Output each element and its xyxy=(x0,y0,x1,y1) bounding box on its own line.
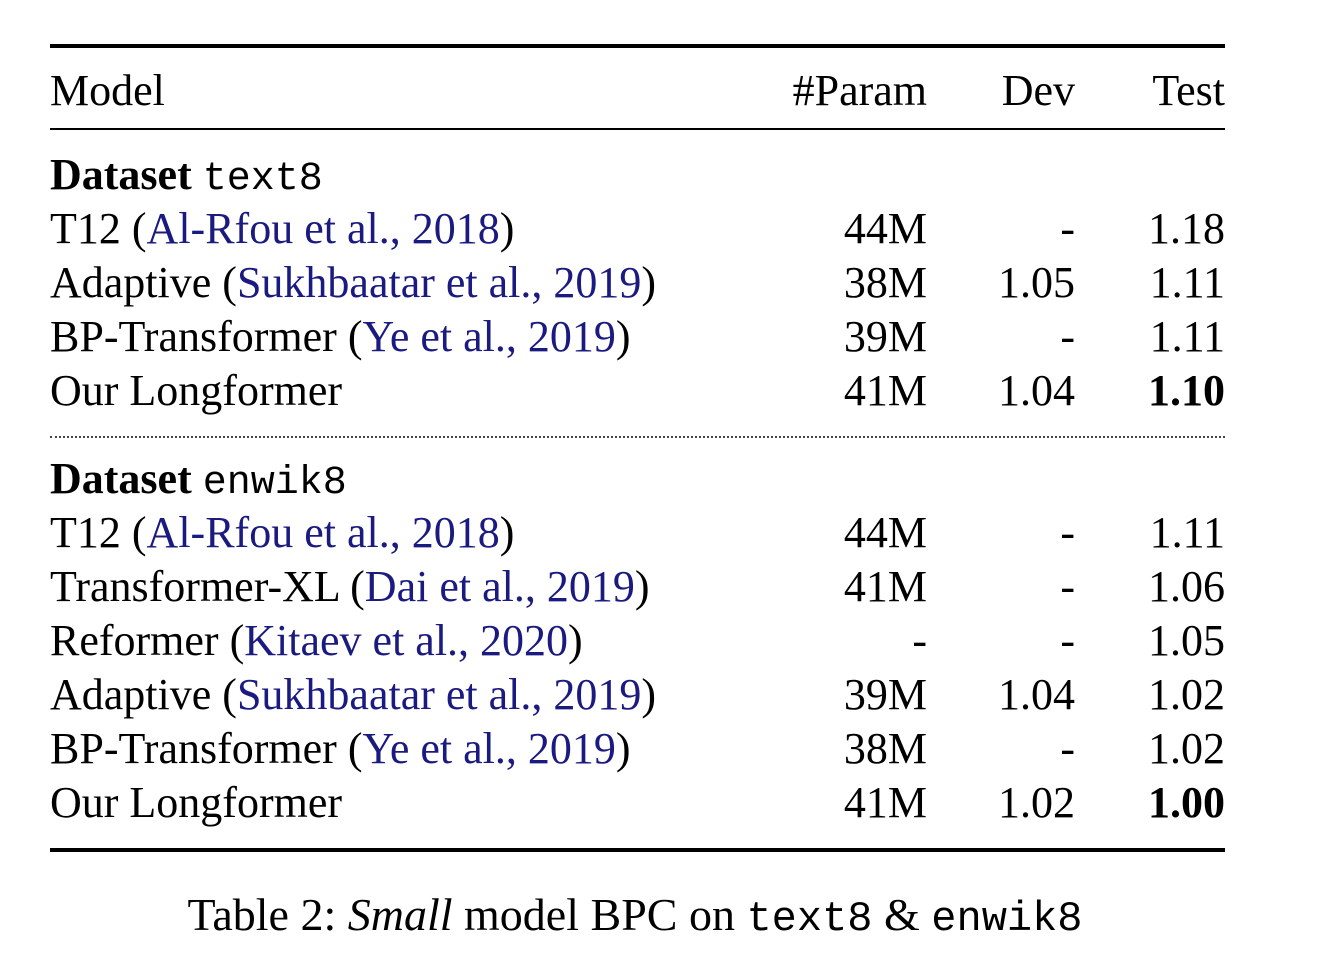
test-cell: 1.02 xyxy=(1148,670,1225,719)
top-rule xyxy=(50,44,1225,48)
caption-prefix: Table 2: xyxy=(187,889,348,940)
test-cell: 1.18 xyxy=(1148,204,1225,253)
test-cell: 1.02 xyxy=(1148,724,1225,773)
section-enwik8: Dataset enwik8 T12 (Al-Rfou et al., 2018… xyxy=(50,452,1225,848)
citation-link[interactable]: Kitaev et al., 2020 xyxy=(244,616,569,665)
caption-emphasis: Small xyxy=(347,889,453,940)
test-cell: 1.11 xyxy=(1149,258,1225,307)
param-cell: 38M xyxy=(843,258,927,307)
citation-link[interactable]: Al-Rfou et al., 2018 xyxy=(146,508,500,557)
model-name: Reformer xyxy=(50,616,219,665)
header-rule xyxy=(50,128,1225,130)
caption-dataset-enwik8: enwik8 xyxy=(931,895,1083,943)
model-cell: Our Longformer xyxy=(50,364,342,418)
model-name: Our Longformer xyxy=(50,778,343,827)
dev-cell: 1.05 xyxy=(998,258,1075,307)
header-test: Test xyxy=(1152,66,1225,115)
param-cell: 44M xyxy=(843,204,927,253)
dev-cell: - xyxy=(1060,724,1075,773)
table-row: Adaptive (Sukhbaatar et al., 2019) 38M 1.0… xyxy=(50,256,1225,310)
model-name: BP-Transformer xyxy=(50,724,337,773)
model-cell: BP-Transformer (Ye et al., 2019) xyxy=(50,724,631,773)
model-cell: T12 (Al-Rfou et al., 2018) xyxy=(50,204,515,253)
dataset-name: text8 xyxy=(202,157,323,202)
test-cell: 1.00 xyxy=(1148,778,1225,827)
model-name: Transformer-XL xyxy=(50,562,340,611)
dev-cell: - xyxy=(1060,312,1075,361)
table-row: Reformer (Kitaev et al., 2020) - - 1.05 xyxy=(50,614,1225,668)
model-name: BP-Transformer xyxy=(50,312,337,361)
dev-cell: 1.04 xyxy=(998,366,1075,415)
test-cell: 1.05 xyxy=(1148,616,1225,665)
dev-cell: - xyxy=(1060,204,1075,253)
model-name: T12 xyxy=(50,508,121,557)
section-rows: T12 (Al-Rfou et al., 2018) 44M -1.11 Transf… xyxy=(50,506,1225,830)
dev-cell: 1.02 xyxy=(998,778,1075,827)
section-title: Dataset text8 xyxy=(50,148,1225,202)
table-row: T12 (Al-Rfou et al., 2018) 44M - 1.18 xyxy=(50,202,1225,256)
citation-link[interactable]: Ye et al., 2019 xyxy=(362,312,616,361)
model-name: Our Longformer xyxy=(50,366,343,415)
model-cell: Reformer (Kitaev et al., 2020) xyxy=(50,616,583,665)
citation-link[interactable]: Ye et al., 2019 xyxy=(362,724,616,773)
table-row: BP-Transformer (Ye et al., 2019) 38M - 1.02 xyxy=(50,722,1225,776)
table-row: Transformer-XL (Dai et al., 2019) 41M - 1.0… xyxy=(50,560,1225,614)
test-cell: 1.11 xyxy=(1149,312,1225,361)
test-cell: 1.11 xyxy=(1149,508,1225,557)
dev-cell: - xyxy=(1060,562,1075,611)
model-name: T12 xyxy=(50,204,121,253)
param-cell: - xyxy=(912,616,927,665)
model-cell: Adaptive (Sukhbaatar et al., 2019) xyxy=(50,670,657,719)
model-cell: Transformer-XL (Dai et al., 2019) xyxy=(50,562,650,611)
model-cell: T12 (Al-Rfou et al., 2018) xyxy=(50,508,515,557)
param-cell: 38M xyxy=(843,724,927,773)
table-row: BP-Transformer (Ye et al., 2019) 39M - 1.11 xyxy=(50,310,1225,364)
caption-middle: model BPC on xyxy=(452,889,747,940)
dataset-name: enwik8 xyxy=(202,461,347,506)
table-row: Our Longformer 41M 1.04 1.10 xyxy=(50,364,1225,418)
model-cell: Our Longformer xyxy=(50,776,342,830)
citation-link[interactable]: Al-Rfou et al., 2018 xyxy=(146,204,500,253)
header-row: Model #Param Dev Test xyxy=(50,48,1225,128)
test-cell: 1.06 xyxy=(1148,562,1225,611)
param-cell: 41M xyxy=(843,562,927,611)
dev-cell: - xyxy=(1060,616,1075,665)
results-table: Model #Param Dev Test Dataset text8 T12 … xyxy=(50,44,1225,852)
section-label: Dataset xyxy=(50,150,192,199)
model-name: Adaptive xyxy=(50,670,212,719)
model-name: Adaptive xyxy=(50,258,212,307)
header-model: Model xyxy=(50,66,165,115)
model-cell: Adaptive (Sukhbaatar et al., 2019) xyxy=(50,258,657,307)
section-divider xyxy=(50,436,1225,438)
dev-cell: - xyxy=(1060,508,1075,557)
section-label: Dataset xyxy=(50,454,192,503)
table-row: Our Longformer 41M 1.02 1.00 xyxy=(50,776,1225,830)
section-text8: Dataset text8 T12 (Al-Rfou et al., 2018)… xyxy=(50,148,1225,436)
test-cell: 1.10 xyxy=(1148,366,1225,415)
model-cell: BP-Transformer (Ye et al., 2019) xyxy=(50,312,631,361)
header-dev: Dev xyxy=(1001,66,1075,115)
caption-dataset-text8: text8 xyxy=(746,895,873,943)
param-cell: 44M xyxy=(843,508,927,557)
citation-link[interactable]: Sukhbaatar et al., 2019 xyxy=(236,258,642,307)
caption-amp: & xyxy=(872,889,932,940)
header-param: #Param xyxy=(792,66,927,115)
section-title: Dataset enwik8 xyxy=(50,452,1225,506)
param-cell: 39M xyxy=(843,312,927,361)
param-cell: 41M xyxy=(843,366,927,415)
citation-link[interactable]: Sukhbaatar et al., 2019 xyxy=(236,670,642,719)
citation-link[interactable]: Dai et al., 2019 xyxy=(364,562,635,611)
param-cell: 39M xyxy=(843,670,927,719)
param-cell: 41M xyxy=(843,778,927,827)
table-caption: Table 2: Small model BPC on text8 & enwi… xyxy=(0,885,1270,949)
table-row: Adaptive (Sukhbaatar et al., 2019) 39M 1.0… xyxy=(50,668,1225,722)
dev-cell: 1.04 xyxy=(998,670,1075,719)
table-row: T12 (Al-Rfou et al., 2018) 44M - 1.11 xyxy=(50,506,1225,560)
section-rows: T12 (Al-Rfou et al., 2018) 44M -1.18 Adapti… xyxy=(50,202,1225,418)
bottom-rule xyxy=(50,848,1225,852)
